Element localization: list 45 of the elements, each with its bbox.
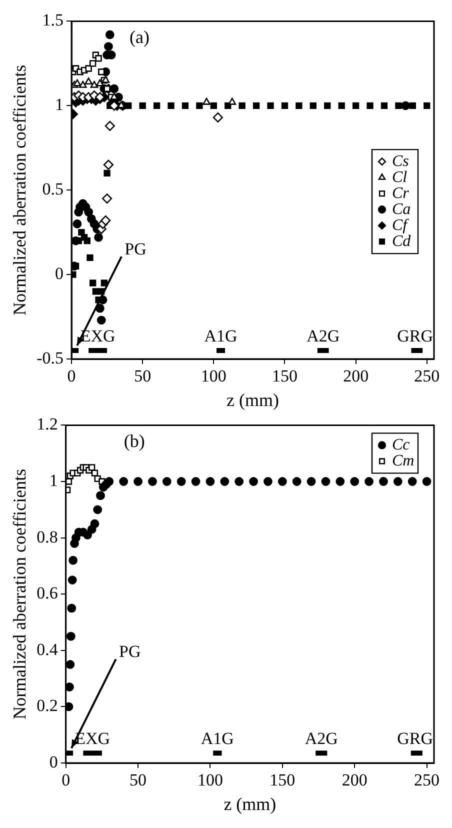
annotation: (b) xyxy=(124,430,145,451)
annotation: PG xyxy=(124,240,146,259)
y-axis-title: Normalized aberration coefficients xyxy=(10,64,30,316)
y-tick-label: 1.5 xyxy=(42,10,64,30)
x-tick-label: 250 xyxy=(414,770,440,790)
x-tick-label: 100 xyxy=(197,770,223,790)
annotation: A2G xyxy=(304,729,338,748)
x-tick-label: 100 xyxy=(200,366,226,386)
legend-label: Cr xyxy=(392,184,410,202)
y-tick-label: 1.2 xyxy=(36,414,58,434)
x-axis-title: z (mm) xyxy=(224,794,276,814)
y-tick-label: 0.4 xyxy=(36,640,58,659)
legend-label: Cc xyxy=(392,436,410,454)
y-tick-label: 1 xyxy=(49,470,58,490)
x-tick-label: 50 xyxy=(134,366,152,386)
y-tick-label: 1 xyxy=(55,95,64,114)
annotation: GRG xyxy=(397,729,434,748)
legend-label: Cl xyxy=(392,168,408,186)
legend-label: Cs xyxy=(392,152,409,170)
x-tick-label: 150 xyxy=(270,770,296,790)
x-axis-title: z (mm) xyxy=(226,390,279,410)
annotation: A2G xyxy=(306,326,340,346)
annotation: A1G xyxy=(204,326,238,346)
y-tick-label: 0.2 xyxy=(36,696,58,716)
y-tick-label: 0.8 xyxy=(36,527,58,546)
x-tick-label: 150 xyxy=(272,366,298,386)
y-axis-title: Normalized aberration coefficients xyxy=(10,468,30,720)
x-tick-label: 200 xyxy=(343,366,369,386)
y-tick-label: 0 xyxy=(49,752,58,772)
legend-label: Cd xyxy=(392,232,412,250)
y-tick-label: 0.6 xyxy=(36,584,58,603)
x-tick-label: 200 xyxy=(342,770,368,790)
annotation: GRG xyxy=(397,326,434,346)
annotation: A1G xyxy=(200,729,234,748)
y-tick-label: 0 xyxy=(55,264,64,284)
legend-label: Cm xyxy=(392,452,414,470)
x-tick-label: 50 xyxy=(130,770,147,790)
x-tick-label: 0 xyxy=(67,366,76,386)
x-tick-label: 250 xyxy=(414,366,440,386)
y-tick-label: 0.5 xyxy=(42,180,64,199)
annotation: PG xyxy=(118,642,141,662)
legend-label: Ca xyxy=(392,200,411,218)
annotation: (a) xyxy=(130,26,150,47)
y-tick-label: -0.5 xyxy=(36,348,64,368)
legend-label: Cf xyxy=(392,216,410,234)
